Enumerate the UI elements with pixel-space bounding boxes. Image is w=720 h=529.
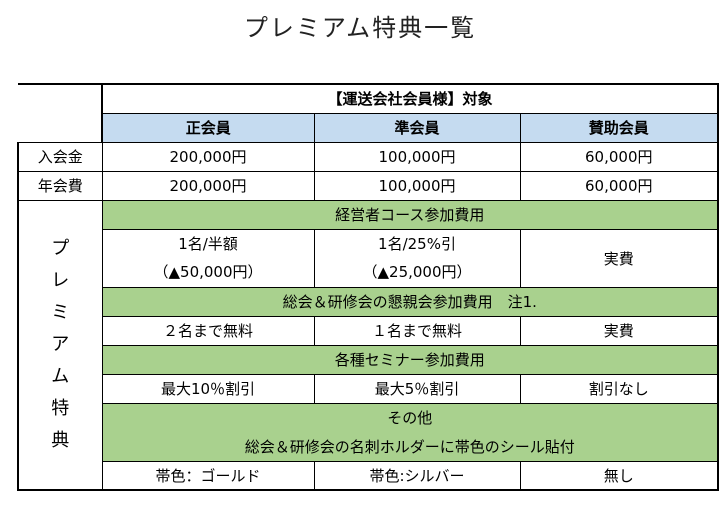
column-header-regular: 正会員 xyxy=(101,112,315,143)
row-label-annual-fee: 年会費 xyxy=(17,170,103,201)
corner-blank-cell xyxy=(18,113,103,142)
section-title-social-gathering: 総会＆研修会の懇親会参加費用 注1. xyxy=(101,286,719,317)
social-gathering-associate: １名まで無料 xyxy=(313,315,521,346)
column-header-associate: 準会員 xyxy=(313,112,521,143)
premium-benefits-table: 【運送会社会員様】対象 正会員 準会員 賛助会員 入会金 200,000円 10… xyxy=(17,83,719,491)
vertical-char: 特 xyxy=(51,397,70,419)
table-header-title: 【運送会社会員様】対象 xyxy=(101,83,719,114)
other-associate: 帯色:シルバー xyxy=(313,460,521,491)
annual-fee-supporting: 60,000円 xyxy=(519,170,719,201)
corner-blank-cell xyxy=(18,83,103,113)
cell-line: （▲25,000円） xyxy=(362,263,472,281)
section-title-executive-course: 経営者コース参加費用 xyxy=(101,199,719,230)
executive-course-associate: 1名/25%引 （▲25,000円） xyxy=(313,228,521,288)
vertical-char: ア xyxy=(51,333,70,355)
executive-course-regular: 1名/半額 （▲50,000円） xyxy=(101,228,315,288)
social-gathering-supporting: 実費 xyxy=(519,315,719,346)
cell-line: （▲50,000円） xyxy=(153,263,263,281)
vertical-char: レ xyxy=(51,269,70,291)
other-supporting: 無し xyxy=(519,460,719,491)
seminar-regular: 最大10％割引 xyxy=(101,373,315,404)
seminar-supporting: 割引なし xyxy=(519,373,719,404)
column-header-supporting: 賛助会員 xyxy=(519,112,719,143)
page-title: プレミアム特典一覧 xyxy=(243,14,477,42)
vertical-char: 典 xyxy=(51,429,70,451)
cell-line: 1名/25%引 xyxy=(378,235,456,253)
social-gathering-regular: ２名まで無料 xyxy=(101,315,315,346)
other-regular: 帯色：ゴールド xyxy=(101,460,315,491)
section-title-seminar: 各種セミナー参加費用 xyxy=(101,344,719,375)
admission-fee-regular: 200,000円 xyxy=(101,141,315,172)
annual-fee-associate: 100,000円 xyxy=(313,170,521,201)
vertical-char: ム xyxy=(51,365,70,387)
admission-fee-associate: 100,000円 xyxy=(313,141,521,172)
seminar-associate: 最大5％割引 xyxy=(313,373,521,404)
row-label-admission-fee: 入会金 xyxy=(17,141,103,172)
executive-course-supporting: 実費 xyxy=(519,228,719,288)
admission-fee-supporting: 60,000円 xyxy=(519,141,719,172)
premium-benefits-vertical-label: プ レ ミ ア ム 特 典 xyxy=(17,199,103,491)
vertical-char: ミ xyxy=(51,301,70,323)
annual-fee-regular: 200,000円 xyxy=(101,170,315,201)
vertical-char: プ xyxy=(51,237,70,259)
section-title-other: その他 xyxy=(101,402,719,432)
section-subtitle-other: 総会＆研修会の名刺ホルダーに帯色のシール貼付 xyxy=(101,432,719,462)
cell-line: 1名/半額 xyxy=(178,235,238,253)
